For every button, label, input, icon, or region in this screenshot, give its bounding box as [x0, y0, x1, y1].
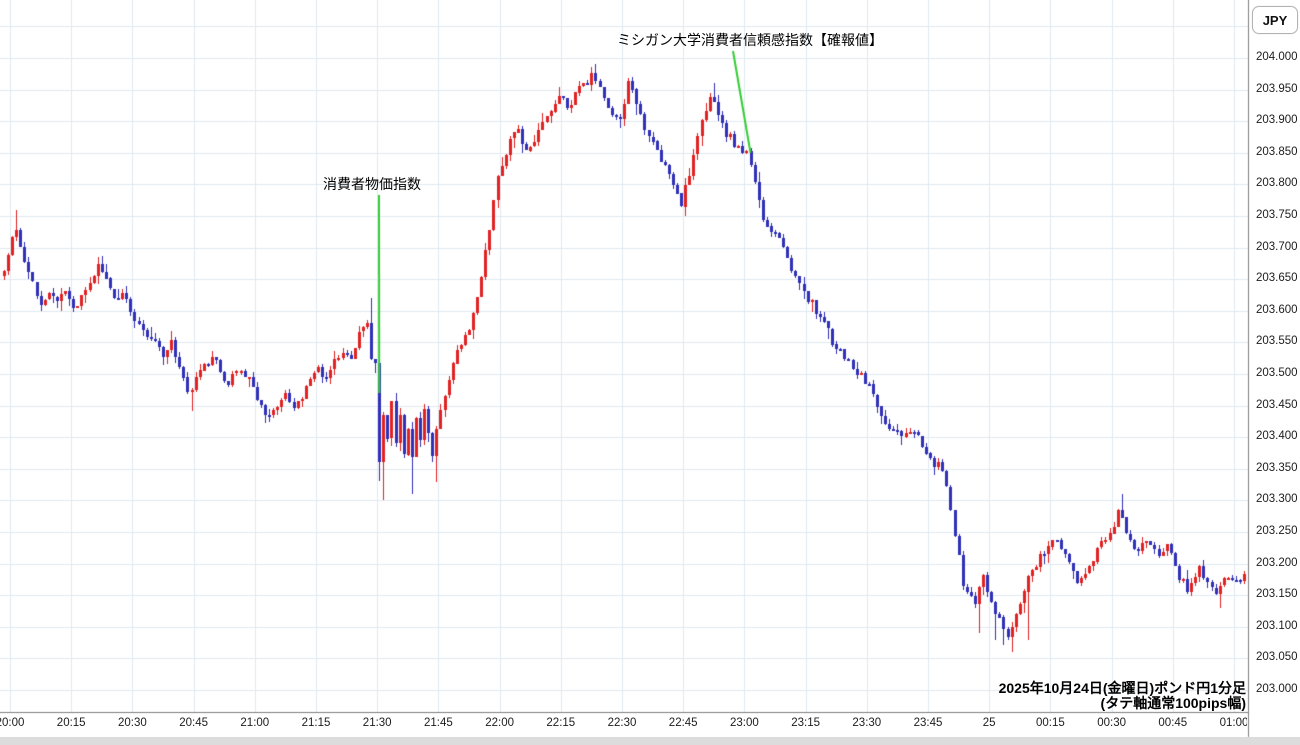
- y-axis-tick-label: 203.500: [1256, 367, 1298, 379]
- x-axis-tick-label: 23:00: [730, 717, 759, 729]
- y-axis-tick-label: 203.850: [1256, 145, 1298, 158]
- x-axis-tick-label: 23:15: [791, 717, 820, 729]
- y-axis-tick-label: 203.550: [1256, 335, 1298, 348]
- y-axis-tick-label: 203.200: [1256, 556, 1298, 569]
- x-axis-tick-label: 20:00: [0, 717, 25, 729]
- y-axis-tick-label: 203.000: [1256, 683, 1298, 695]
- y-axis-tick-label: 203.300: [1256, 493, 1298, 506]
- x-axis-tick-label: 23:45: [913, 717, 943, 729]
- x-axis: 20:00 20:15 20:30 20:45 21:00 21:15 21:30 21:45…: [0, 712, 1247, 738]
- y-axis-tick-label: 203.650: [1256, 272, 1298, 285]
- y-axis: 204.000 203.950 203.900 203.850 203.800 203.7…: [1249, 0, 1300, 712]
- annotation-label-michigan: ミシガン大学消費者信頼感指数【確報値】: [617, 32, 883, 48]
- x-axis-tick-label: 21:15: [301, 717, 331, 729]
- caption-line-2: (タテ軸通常100pips幅): [1100, 695, 1246, 711]
- y-axis-tick-label: 203.900: [1256, 114, 1298, 127]
- caption-line-1: 2025年10月24日(金曜日)ポンド円1分足: [998, 680, 1246, 696]
- y-axis-tick-label: 203.800: [1256, 177, 1298, 190]
- x-axis-tick-label: 20:45: [179, 717, 208, 729]
- x-axis-tick-label: 00:30: [1097, 717, 1126, 729]
- x-axis-tick-label: 21:00: [240, 717, 270, 729]
- x-axis-tick-label: 22:00: [485, 717, 514, 729]
- y-axis-tick-label: 203.750: [1256, 209, 1298, 221]
- y-axis-tick-label: 203.950: [1256, 82, 1298, 95]
- y-axis-tick-label: 203.150: [1256, 588, 1298, 601]
- x-axis-tick-label: 22:15: [546, 717, 576, 729]
- annotation-label-cpi: 消費者物価指数: [323, 176, 421, 192]
- y-axis-tick-label: 203.350: [1256, 461, 1298, 474]
- y-axis-tick-label: 203.400: [1256, 430, 1298, 443]
- x-axis-tick-label: 01:00: [1219, 717, 1247, 729]
- x-axis-tick-label: 22:30: [607, 717, 637, 729]
- y-axis-tick-label: 203.450: [1256, 398, 1298, 411]
- x-axis-tick-label: 21:30: [362, 717, 392, 729]
- y-axis-tick-label: 204.000: [1256, 51, 1298, 63]
- y-axis-tick-label: 203.700: [1256, 240, 1298, 253]
- x-axis-tick-label: 23:30: [852, 717, 882, 729]
- x-axis-tick-label: 20:15: [56, 717, 86, 729]
- x-axis-tick-label: 20:30: [118, 717, 147, 729]
- x-axis-tick-label: 21:45: [424, 717, 453, 729]
- x-axis-tick-label: 22:45: [668, 717, 698, 729]
- y-axis-tick-label: 203.050: [1256, 651, 1298, 664]
- horizontal-scrollbar[interactable]: [0, 737, 1300, 745]
- annotations-layer: 消費者物価指数 ミシガン大学消費者信頼感指数【確報値】: [323, 32, 883, 192]
- currency-button[interactable]: JPY: [1252, 6, 1298, 34]
- y-axis-tick-label: 203.250: [1256, 525, 1298, 537]
- x-axis-tick-label: 00:45: [1158, 717, 1188, 729]
- chart-caption: 2025年10月24日(金曜日)ポンド円1分足 (タテ軸通常100pips幅): [999, 681, 1246, 711]
- y-axis-tick-label: 203.100: [1256, 619, 1298, 632]
- x-axis-tick-label: 25: [982, 717, 996, 729]
- x-axis-tick-label: 00:15: [1036, 717, 1065, 729]
- y-axis-tick-label: 203.600: [1256, 303, 1298, 316]
